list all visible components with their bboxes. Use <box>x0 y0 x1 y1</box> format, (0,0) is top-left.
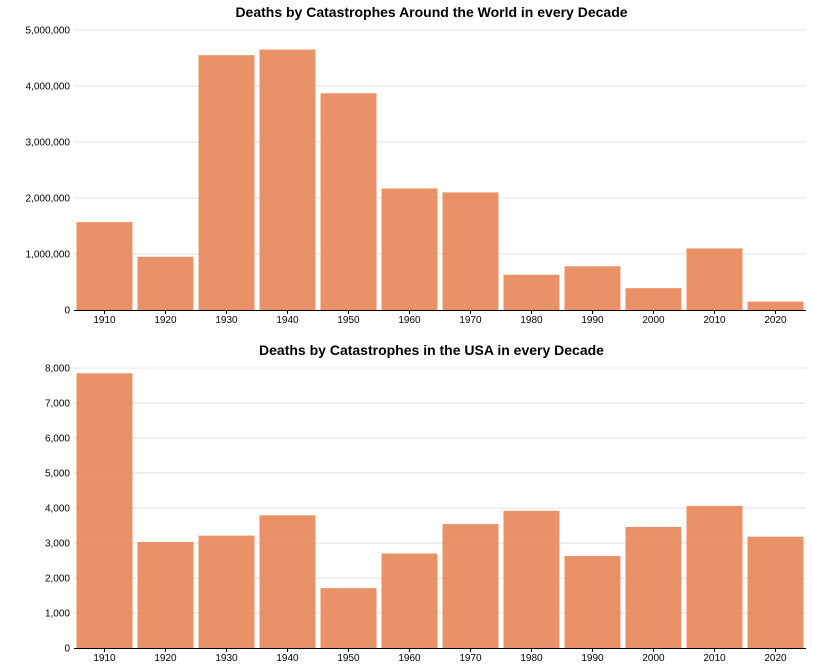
x-tick-label: 1950 <box>337 315 360 326</box>
x-tick-label: 1920 <box>154 315 177 326</box>
x-tick-label: 2000 <box>642 653 665 664</box>
bar-1920 <box>137 541 194 648</box>
x-tick-label: 1930 <box>215 653 238 664</box>
x-tick-label: 1950 <box>337 653 360 664</box>
y-tick-label: 2,000 <box>45 574 70 585</box>
bar-1910 <box>76 222 133 310</box>
chart-title-world: Deaths by Catastrophes Around the World … <box>235 4 628 20</box>
y-tick-label: 8,000 <box>45 364 70 375</box>
x-tick-label: 1940 <box>276 653 299 664</box>
bar-2020 <box>747 301 804 310</box>
y-tick-label: 7,000 <box>45 399 70 410</box>
y-tick-label: 3,000,000 <box>26 138 71 149</box>
bar-1960 <box>381 188 438 310</box>
chart-usa: 0 1,000 2,000 3,000 4,000 5,000 6,000 7,000 8,00… <box>45 364 806 664</box>
x-tick-label: 1940 <box>276 315 299 326</box>
bar-1990 <box>564 555 621 648</box>
x-tick-label: 1970 <box>459 315 482 326</box>
x-tick-label: 1920 <box>154 653 177 664</box>
x-tick-label: 2010 <box>703 653 726 664</box>
y-tick-label: 4,000,000 <box>26 82 71 93</box>
x-tick-label: 1990 <box>581 315 604 326</box>
bar-1930 <box>198 535 255 648</box>
x-tick-label: 1960 <box>398 653 421 664</box>
bar-2020 <box>747 536 804 648</box>
x-tick-label: 1930 <box>215 315 238 326</box>
y-tick-label: 5,000,000 <box>26 26 71 37</box>
y-tick-label: 1,000,000 <box>26 250 71 261</box>
bar-1940 <box>259 49 316 310</box>
x-tick-label: 2020 <box>764 315 787 326</box>
x-tick-label: 1970 <box>459 653 482 664</box>
y-tick-label: 4,000 <box>45 504 70 515</box>
x-tick-label: 2010 <box>703 315 726 326</box>
bar-1910 <box>76 373 133 648</box>
bar-2010 <box>686 505 743 648</box>
bar-1920 <box>137 256 194 310</box>
y-tick-label: 3,000 <box>45 539 70 550</box>
bar-1950 <box>320 588 377 648</box>
x-tick-label: 2000 <box>642 315 665 326</box>
bar-1970 <box>442 524 499 648</box>
chart-title-usa: Deaths by Catastrophes in the USA in eve… <box>259 342 604 358</box>
bar-2000 <box>625 526 682 648</box>
bar-1990 <box>564 266 621 310</box>
x-tick-label: 2020 <box>764 653 787 664</box>
y-tick-label: 6,000 <box>45 434 70 445</box>
y-tick-label: 2,000,000 <box>26 194 71 205</box>
chart-world: 0 1,000,000 2,000,000 3,000,000 4,000,000 5,0… <box>26 26 806 326</box>
bar-1970 <box>442 192 499 310</box>
x-tick-label: 1960 <box>398 315 421 326</box>
bar-1950 <box>320 93 377 310</box>
bar-1930 <box>198 55 255 311</box>
bar-1960 <box>381 553 438 648</box>
x-tick-label: 1980 <box>520 653 543 664</box>
x-tick-label: 1910 <box>93 315 116 326</box>
x-tick-label: 1980 <box>520 315 543 326</box>
x-tick-label: 1990 <box>581 653 604 664</box>
y-tick-label: 5,000 <box>45 469 70 480</box>
y-tick-label: 1,000 <box>45 609 70 620</box>
bar-1980 <box>503 510 560 648</box>
bar-2000 <box>625 288 682 310</box>
bar-1980 <box>503 274 560 310</box>
y-tick-label: 0 <box>64 644 70 655</box>
y-tick-label: 0 <box>64 306 70 317</box>
bar-2010 <box>686 248 743 310</box>
x-tick-label: 1910 <box>93 653 116 664</box>
bar-1940 <box>259 515 316 648</box>
